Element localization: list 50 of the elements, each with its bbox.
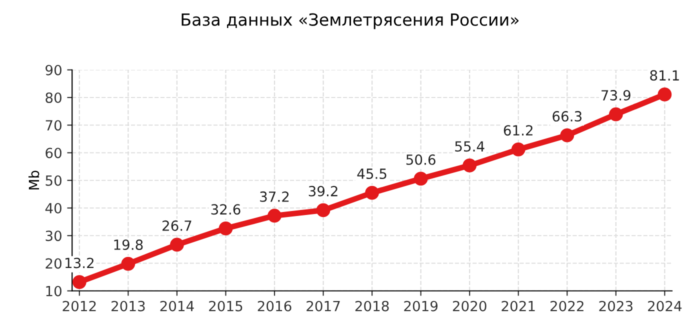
- data-label: 81.1: [650, 70, 679, 81]
- point: [560, 128, 574, 142]
- data-label: 19.8: [114, 239, 143, 250]
- data-label: 55.4: [455, 141, 484, 152]
- y-tick-label: 90: [46, 64, 62, 76]
- x-tick-label: 2014: [160, 300, 194, 312]
- point: [268, 208, 282, 223]
- x-tick-label: 2015: [209, 300, 242, 312]
- y-tick-label: 30: [46, 230, 62, 242]
- data-label: 26.7: [162, 220, 192, 231]
- x-tick-label: 2016: [258, 300, 292, 312]
- x-tick-label: 2022: [550, 300, 584, 312]
- y-tick-label: 70: [46, 120, 62, 131]
- y-tick-label: 20: [46, 258, 62, 269]
- point: [72, 275, 86, 289]
- point: [414, 172, 428, 186]
- data-label: 66.3: [552, 111, 582, 122]
- data-label: 39.2: [308, 186, 338, 196]
- x-tick-label: 2024: [648, 300, 682, 312]
- point: [121, 256, 136, 271]
- data-label: 50.6: [406, 154, 436, 165]
- data-label: 37.2: [260, 191, 289, 202]
- point: [316, 203, 330, 218]
- x-tick-label: 2021: [502, 300, 535, 312]
- x-tick-label: 2013: [112, 300, 145, 312]
- point: [462, 158, 477, 172]
- x-tick-label: 2017: [306, 300, 340, 312]
- x-tick-label: 2018: [355, 300, 389, 312]
- point: [170, 238, 184, 252]
- x-tick-label: 2023: [599, 300, 632, 312]
- point: [511, 142, 526, 156]
- x-tick-label: 2012: [62, 300, 96, 312]
- data-label: 45.5: [357, 168, 386, 180]
- data-label: 13.2: [65, 258, 94, 268]
- x-tick-label: 2020: [452, 300, 486, 312]
- data-label: 61.2: [504, 125, 532, 136]
- y-tick-label: 10: [46, 286, 62, 296]
- y-tick-label: 50: [46, 175, 62, 186]
- x-tick-label: 2019: [404, 300, 438, 312]
- point: [608, 107, 623, 122]
- data-label: 73.9: [602, 90, 630, 101]
- point: [365, 186, 379, 200]
- point: [218, 222, 233, 236]
- data-label: 32.6: [211, 204, 240, 215]
- y-tick-label: 40: [45, 202, 62, 214]
- y-axis-title: Mb: [28, 170, 40, 190]
- point: [658, 88, 672, 102]
- chart-title: База данных «Землетрясения России»: [182, 13, 519, 30]
- y-tick-label: 80: [46, 92, 62, 103]
- y-tick-label: 60: [46, 148, 62, 158]
